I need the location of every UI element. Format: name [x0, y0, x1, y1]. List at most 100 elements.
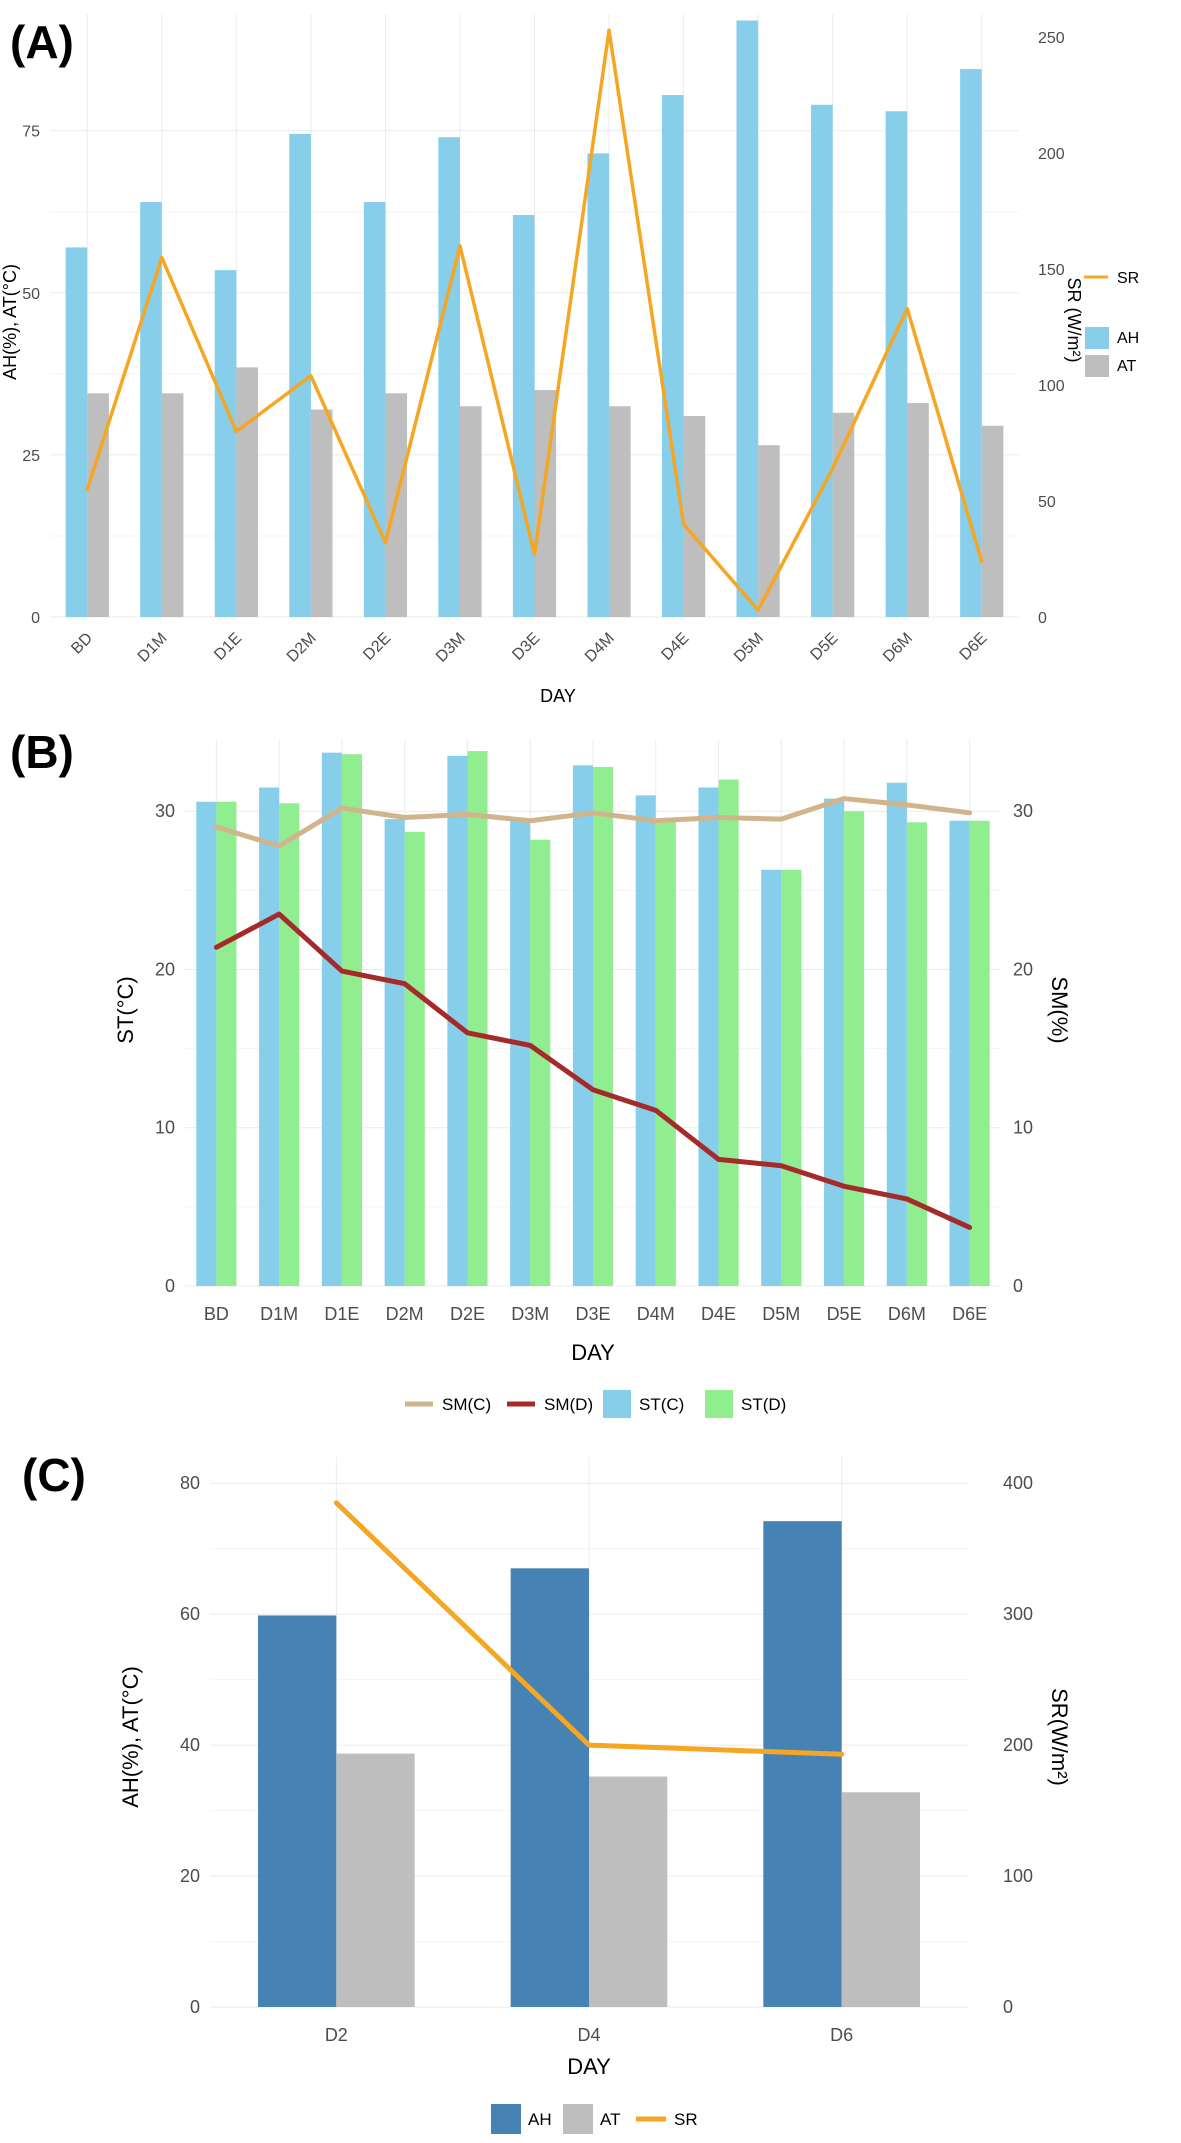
- panel-c-y-tick-label: 60: [180, 1604, 200, 1624]
- panel-a-x-tick-label: D1E: [211, 630, 245, 664]
- panel-c-legend-sr-label: SR: [674, 2110, 698, 2129]
- panel-b-y-tick-label: 30: [155, 801, 175, 821]
- panel-c-y2-tick-label: 0: [1003, 1997, 1013, 2017]
- panel-b-x-tick-label: D4M: [637, 1304, 675, 1324]
- panel-c-line-sr: [333, 1500, 845, 1757]
- panel-a-bar-at: [609, 406, 631, 617]
- panel-c-y-tick-label: 80: [180, 1473, 200, 1493]
- panel-b-line-sm-c: [213, 796, 973, 849]
- panel-b-bar-st-c: [384, 819, 405, 1286]
- panel-a-bar-at: [459, 406, 482, 617]
- panel-a-x-tick-label: BD: [68, 630, 96, 658]
- panel-b-bar-st-d: [593, 766, 614, 1286]
- panel-b-x-tick-label: D3M: [511, 1304, 549, 1324]
- panel-b-y-tick-label: 0: [165, 1276, 175, 1296]
- panel-b-bar-st-d: [781, 869, 802, 1286]
- panel-c: (C) 0 20 40 60 80 0 100 200 300 400 D2 D4 D6 DAY AH(…: [22, 1449, 1072, 2134]
- panel-b: (B) 0 10 20 30 0 10 20 30 BD D1M D1E D2M D2E D3M D3E D4…: [10, 726, 1072, 1418]
- panel-a-x-axis-title: DAY: [540, 686, 576, 706]
- panel-a-legend-at-key: [1085, 355, 1109, 377]
- panel-a-bar-at: [832, 412, 855, 617]
- panel-c-legend-ah-label: AH: [528, 2110, 552, 2129]
- panel-a-y-tick-label: 50: [22, 286, 40, 303]
- panel-b-bar-st-c: [635, 795, 656, 1286]
- panel-a-bar-ah: [512, 215, 535, 617]
- panel-c-y2-tick-label: 200: [1003, 1735, 1033, 1755]
- panel-a-legend-ah-key: [1085, 327, 1109, 349]
- panel-a-bar-ah: [587, 153, 610, 617]
- panel-a-bar-at: [87, 393, 109, 617]
- panel-c-y-tick-label: 40: [180, 1735, 200, 1755]
- panel-a-x-tick-label: D6E: [957, 630, 991, 664]
- panel-b-x-axis-title: DAY: [571, 1340, 615, 1365]
- panel-a-lines: [85, 28, 984, 612]
- panel-a-bar-ah: [960, 69, 982, 617]
- panel-b-bar-st-c: [949, 820, 970, 1286]
- panel-a-x-tick-label: D4M: [582, 630, 618, 666]
- panel-b-bar-st-d: [216, 801, 237, 1286]
- panel-c-y-tick-label: 0: [190, 1997, 200, 2017]
- panel-c-ticks: 0 20 40 60 80 0 100 200 300 400 D2 D4 D6: [180, 1473, 1033, 2045]
- panel-a-y2-tick-label: 250: [1038, 30, 1065, 47]
- panel-a-bar-at: [758, 445, 780, 617]
- panel-c-legend-ah-key: [491, 2104, 521, 2134]
- panel-a-x-tick-label: D2E: [360, 630, 394, 664]
- panel-b-y-axis-title: ST(°C): [113, 976, 138, 1043]
- panel-b-bar-st-c: [196, 801, 217, 1286]
- panel-b-x-tick-label: D2E: [450, 1304, 485, 1324]
- panel-c-x-tick-label: D4: [577, 2025, 600, 2045]
- panel-b-y-tick-label: 20: [155, 959, 175, 979]
- panel-b-x-tick-label: BD: [204, 1304, 229, 1324]
- panel-c-x-tick-label: D6: [830, 2025, 853, 2045]
- panel-b-x-tick-label: D1E: [324, 1304, 359, 1324]
- panel-b-bar-st-c: [510, 820, 531, 1286]
- panel-a-y-axis-title: AH(%), AT(°C): [0, 264, 20, 380]
- panel-b-bars: [196, 751, 990, 1286]
- panel-b-bar-st-c: [321, 752, 342, 1286]
- panel-a-legend: SR AH AT: [1084, 270, 1139, 377]
- panel-c-x-axis-title: DAY: [567, 2054, 611, 2079]
- panel-c-x-tick-label: D2: [325, 2025, 348, 2045]
- panel-b-x-tick-label: D3E: [575, 1304, 610, 1324]
- panel-a-bar-ah: [214, 270, 237, 617]
- panel-a-x-tick-label: D2M: [284, 630, 320, 666]
- panel-a-y2-axis-title: SR (W/m²): [1064, 278, 1084, 363]
- panel-a-bar-at: [161, 393, 184, 617]
- panel-a-y-tick-label: 0: [31, 610, 40, 627]
- panel-b-bar-st-c: [698, 787, 719, 1286]
- panel-c-y-axis-title: AH(%), AT(°C): [118, 1666, 143, 1808]
- panel-b-bar-st-d: [404, 831, 425, 1286]
- panel-a-x-tick-label: D5M: [731, 630, 767, 666]
- panel-b-bar-st-d: [969, 820, 990, 1286]
- panel-b-legend-smc-label: SM(C): [442, 1395, 491, 1414]
- panel-b-y2-axis-title: SM(%): [1047, 976, 1072, 1043]
- panel-a-bar-at: [907, 403, 929, 617]
- panel-b-legend-stc-key: [603, 1390, 631, 1418]
- panel-b-bar-st-d: [906, 822, 927, 1286]
- panel-b-bar-st-c: [572, 765, 593, 1286]
- panel-b-y-tick-label: 10: [155, 1118, 175, 1138]
- panel-b-bar-st-d: [718, 779, 739, 1286]
- panel-c-legend: AH AT SR: [491, 2104, 698, 2134]
- panel-a-bar-ah: [885, 111, 908, 618]
- panel-a-x-tick-label: D5E: [807, 630, 841, 664]
- panel-b-bar-st-c: [823, 798, 845, 1286]
- panel-a-y-tick-label: 25: [22, 448, 40, 465]
- panel-a-x-tick-label: D3M: [433, 630, 469, 666]
- panel-a-bars: [65, 20, 1004, 618]
- panel-c-bars: [258, 1521, 920, 2007]
- panel-c-legend-at-label: AT: [600, 2110, 620, 2129]
- panel-b-legend-std-key: [705, 1390, 733, 1418]
- panel-b-bar-st-c: [886, 782, 907, 1286]
- panel-b-bar-st-c: [259, 787, 280, 1286]
- panel-a-x-tick-label: D3E: [509, 630, 543, 664]
- panel-c-y2-tick-label: 300: [1003, 1604, 1033, 1624]
- panel-c-y-tick-label: 20: [180, 1866, 200, 1886]
- panel-b-x-tick-label: D2M: [386, 1304, 424, 1324]
- panel-b-legend: SM(C) SM(D) ST(C) ST(D): [405, 1390, 786, 1418]
- panel-c-lines: [333, 1500, 845, 1757]
- panel-b-bar-st-d: [341, 754, 363, 1286]
- panel-b-x-tick-label: D4E: [701, 1304, 736, 1324]
- panel-a-bar-at: [310, 409, 333, 617]
